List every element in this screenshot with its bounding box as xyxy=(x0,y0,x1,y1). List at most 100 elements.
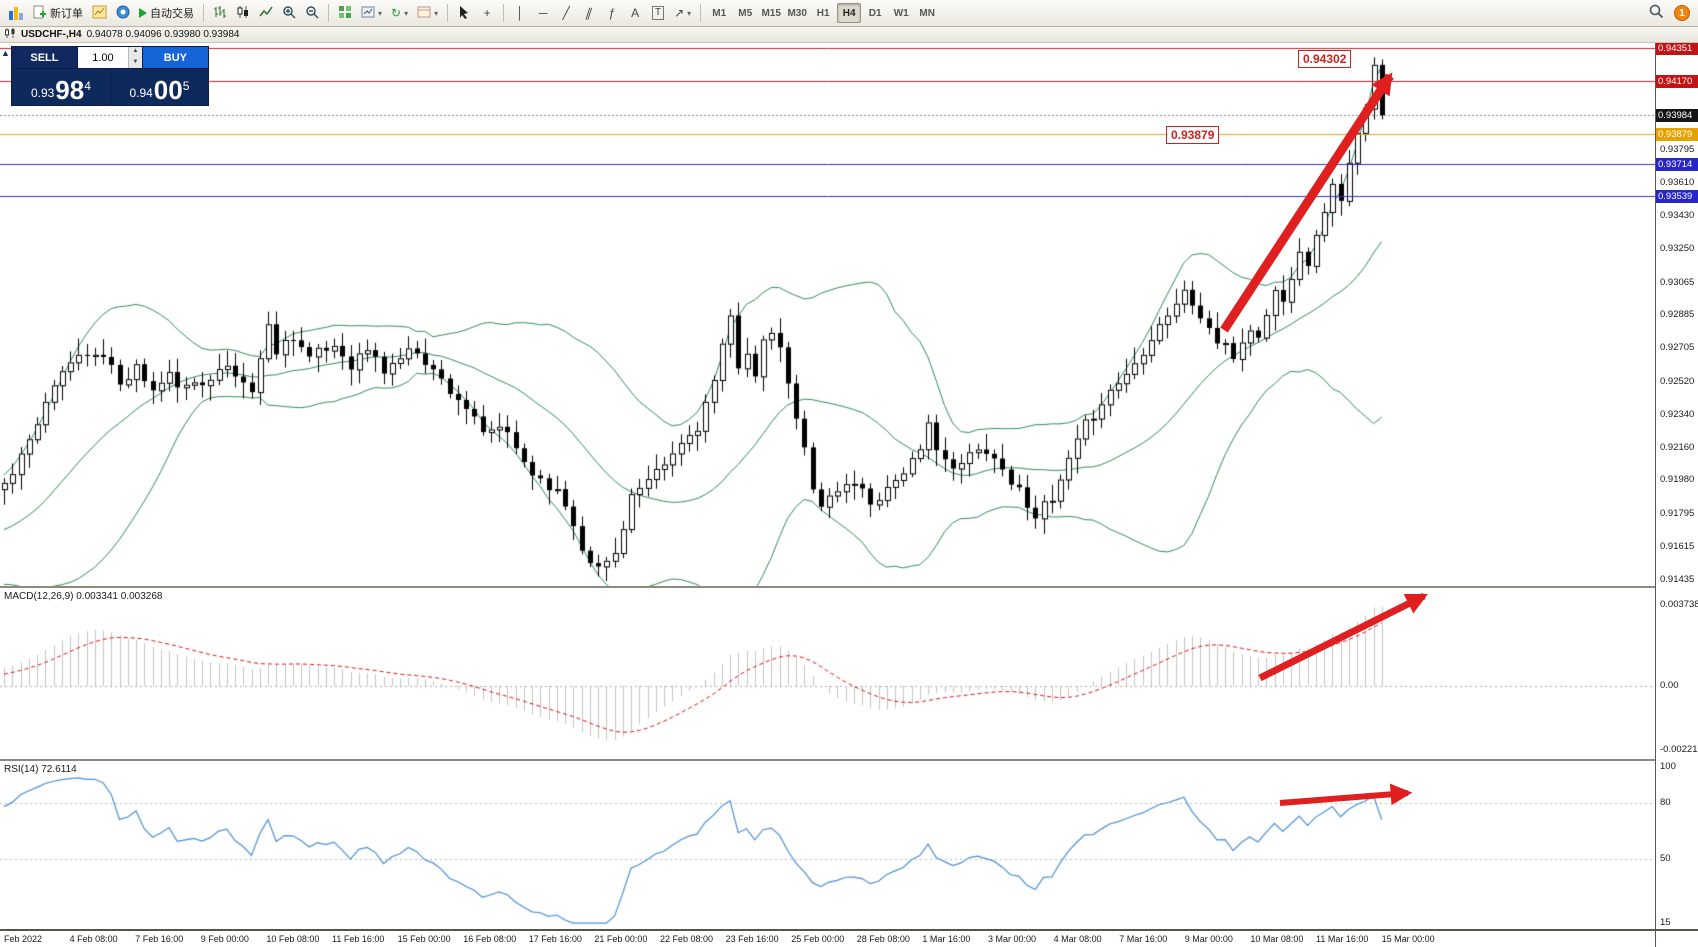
tile-windows-icon xyxy=(338,5,352,22)
zoom-in-button[interactable] xyxy=(278,2,300,24)
macd-axis-label: -0.002215 xyxy=(1660,744,1698,755)
channel-tool-button[interactable]: ∥ xyxy=(578,2,600,24)
price-level-badge: 0.93879 xyxy=(1656,128,1698,142)
sell-button[interactable]: SELL xyxy=(11,47,77,68)
notification-badge[interactable]: 1 xyxy=(1674,5,1690,21)
price-level-badge: 0.94170 xyxy=(1656,75,1698,89)
sell-price-prefix: 0.93 xyxy=(30,86,55,100)
new-chart-icon xyxy=(361,5,375,22)
timeframe-m1-button[interactable]: M1 xyxy=(707,3,731,23)
bar-chart-mode-button[interactable] xyxy=(209,2,231,24)
chart-window-icon xyxy=(92,5,107,22)
time-tick-label: 11 Feb 16:00 xyxy=(332,934,385,944)
tile-windows-button[interactable] xyxy=(334,2,356,24)
toolbar-separator xyxy=(503,4,505,22)
timeframe-m30-button[interactable]: M30 xyxy=(785,3,809,23)
toolbar-separator xyxy=(447,4,449,22)
new-chart-button[interactable]: ▾ xyxy=(357,2,386,24)
time-axis[interactable]: Feb 2022 4 Feb 08:00 7 Feb 16:00 9 Feb 00:0… xyxy=(0,931,1655,947)
buy-price-pip: 5 xyxy=(182,79,190,93)
time-tick-label: Feb 2022 xyxy=(4,934,43,944)
pane-separator[interactable] xyxy=(0,586,1698,588)
charts-window-button[interactable] xyxy=(88,2,111,24)
price-axis[interactable]: 0.93795 0.93610 0.93430 0.93250 0.93065 0.928… xyxy=(1655,42,1698,947)
crosshair-tool-button[interactable]: + xyxy=(476,2,498,24)
toolbar-separator xyxy=(328,4,329,22)
macd-indicator-chart[interactable] xyxy=(0,588,1655,759)
trendline-tool-button[interactable]: ╱ xyxy=(555,2,577,24)
chevron-down-icon: ▾ xyxy=(378,8,383,18)
price-tick-label: 0.93795 xyxy=(1660,143,1695,155)
chart-tab-icon xyxy=(4,26,16,44)
timeframe-h4-button[interactable]: H4 xyxy=(837,3,862,24)
vertical-line-icon: │ xyxy=(516,6,524,20)
vertical-line-tool-button[interactable]: │ xyxy=(509,2,531,24)
volume-up-icon[interactable]: ▲ xyxy=(128,47,142,58)
new-order-button[interactable]: 新订单 xyxy=(29,2,87,24)
arrows-tool-button[interactable]: ↗ ▾ xyxy=(670,2,695,24)
time-tick-label: 28 Feb 08:00 xyxy=(856,934,910,944)
text-label-tool-button[interactable]: T xyxy=(647,2,669,24)
time-tick-label: 25 Feb 00:00 xyxy=(791,934,845,944)
text-tool-button[interactable]: A xyxy=(624,2,646,24)
line-chart-mode-button[interactable] xyxy=(255,2,277,24)
price-callout-support[interactable]: 0.93879 xyxy=(1166,126,1220,144)
candlestick-mode-button[interactable] xyxy=(232,2,254,24)
one-click-trading-panel: ▲ SELL ▲ ▼ BUY 0.93 98 4 0.94 00 5 xyxy=(0,46,209,106)
price-tick-label: 0.93250 xyxy=(1660,242,1695,254)
timeframe-w1-button[interactable]: W1 xyxy=(889,3,913,23)
profiles-button[interactable]: ↻ ▾ xyxy=(387,2,412,24)
sell-price-display[interactable]: 0.93 98 4 xyxy=(11,69,110,105)
time-axis-separator xyxy=(0,929,1698,931)
auto-trading-button[interactable]: 自动交易 xyxy=(135,2,198,24)
price-tick-label: 0.91435 xyxy=(1660,573,1695,585)
buy-price-display[interactable]: 0.94 00 5 xyxy=(109,69,208,105)
templates-button[interactable]: ▾ xyxy=(413,2,442,24)
price-tick-label: 0.92520 xyxy=(1660,375,1695,387)
price-callout-high[interactable]: 0.94302 xyxy=(1298,50,1352,68)
pane-separator[interactable] xyxy=(0,759,1698,761)
zoom-out-button[interactable] xyxy=(301,2,323,24)
horizontal-line-tool-button[interactable]: ─ xyxy=(532,2,554,24)
time-tick-label: 4 Mar 08:00 xyxy=(1053,934,1102,944)
main-price-chart[interactable] xyxy=(0,43,1655,586)
rsi-header-label: RSI(14) 72.6114 xyxy=(4,764,77,775)
app-logo-icon xyxy=(4,2,28,24)
chart-symbol-title: USDCHF-,H4 xyxy=(21,29,82,40)
fibonacci-tool-button[interactable]: ƒ xyxy=(601,2,623,24)
timeframe-m15-button[interactable]: M15 xyxy=(759,3,783,23)
chevron-down-icon: ▾ xyxy=(404,8,409,18)
time-tick-label: 21 Feb 00:00 xyxy=(594,934,648,944)
horizontal-line-icon: ─ xyxy=(538,6,548,20)
line-chart-icon xyxy=(259,5,273,22)
volume-stepper: ▲ ▼ xyxy=(127,47,142,68)
timeframe-d1-button[interactable]: D1 xyxy=(863,3,887,23)
timeframe-h1-button[interactable]: H1 xyxy=(811,3,835,23)
rsi-indicator-chart[interactable] xyxy=(0,761,1655,929)
volume-down-icon[interactable]: ▼ xyxy=(128,57,142,68)
time-tick-label: 9 Feb 00:00 xyxy=(200,934,249,944)
price-level-badge: 0.93539 xyxy=(1656,190,1698,204)
time-tick-label: 10 Feb 08:00 xyxy=(266,934,320,944)
search-icon xyxy=(1649,4,1664,22)
arrow-shape-icon: ↗ xyxy=(674,6,685,20)
timeframe-toolbar: M1 M5 M15 M30 H1 H4 D1 W1 MN xyxy=(706,3,940,24)
buy-button[interactable]: BUY xyxy=(142,47,208,68)
macd-header-label: MACD(12,26,9) 0.003341 0.003268 xyxy=(4,591,163,602)
volume-box: ▲ ▼ xyxy=(76,47,143,68)
play-icon xyxy=(139,8,147,18)
trendline-icon: ╱ xyxy=(562,6,570,20)
cursor-tool-button[interactable] xyxy=(453,2,475,24)
timeframe-mn-button[interactable]: MN xyxy=(915,3,939,23)
candlestick-icon xyxy=(236,5,250,22)
collapse-panel-icon[interactable]: ▲ xyxy=(1,48,10,58)
time-tick-label: 10 Mar 08:00 xyxy=(1250,934,1304,944)
time-tick-label: 23 Feb 16:00 xyxy=(725,934,779,944)
timeframe-m5-button[interactable]: M5 xyxy=(733,3,757,23)
price-tick-label: 0.91795 xyxy=(1660,508,1695,520)
price-level-badge: 0.93984 xyxy=(1656,109,1698,123)
chart-ohlc-values: 0.94078 0.94096 0.93980 0.93984 xyxy=(86,29,240,40)
volume-input[interactable] xyxy=(77,47,128,68)
search-button[interactable] xyxy=(1645,2,1668,24)
market-watch-button[interactable] xyxy=(112,2,134,24)
